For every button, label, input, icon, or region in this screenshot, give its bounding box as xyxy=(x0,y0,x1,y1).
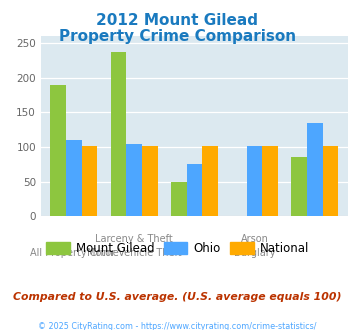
Bar xyxy=(186,164,202,216)
Bar xyxy=(171,182,186,216)
Bar xyxy=(50,85,66,216)
Text: © 2025 CityRating.com - https://www.cityrating.com/crime-statistics/: © 2025 CityRating.com - https://www.city… xyxy=(38,322,317,330)
Bar xyxy=(291,157,307,216)
Bar xyxy=(111,51,126,216)
Text: Motor Vehicle Theft: Motor Vehicle Theft xyxy=(87,248,181,258)
Legend: Mount Gilead, Ohio, National: Mount Gilead, Ohio, National xyxy=(42,237,313,260)
Text: Property Crime Comparison: Property Crime Comparison xyxy=(59,29,296,44)
Text: Arson: Arson xyxy=(241,234,268,244)
Text: Burglary: Burglary xyxy=(234,248,275,258)
Bar xyxy=(323,146,338,216)
Bar xyxy=(82,146,97,216)
Bar xyxy=(202,146,218,216)
Text: Larceny & Theft: Larceny & Theft xyxy=(95,234,173,244)
Bar xyxy=(126,144,142,216)
Bar xyxy=(247,146,262,216)
Bar xyxy=(262,146,278,216)
Text: All Property Crime: All Property Crime xyxy=(29,248,118,258)
Text: Compared to U.S. average. (U.S. average equals 100): Compared to U.S. average. (U.S. average … xyxy=(13,292,342,302)
Text: 2012 Mount Gilead: 2012 Mount Gilead xyxy=(97,13,258,27)
Bar xyxy=(66,140,82,216)
Bar xyxy=(142,146,158,216)
Bar xyxy=(307,123,323,216)
